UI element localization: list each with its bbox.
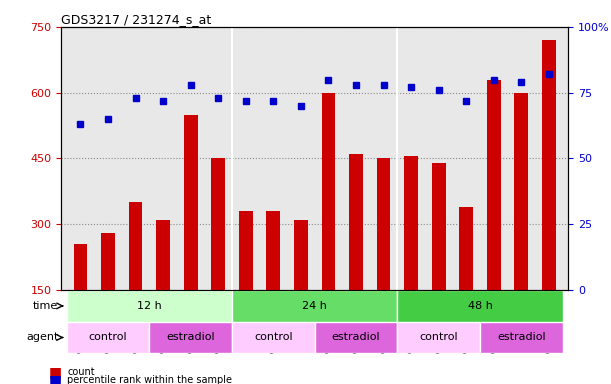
FancyBboxPatch shape	[480, 322, 563, 353]
Text: ■: ■	[49, 373, 62, 384]
Text: control: control	[419, 333, 458, 343]
Bar	[294, 220, 308, 356]
Bar	[211, 159, 225, 356]
FancyBboxPatch shape	[149, 322, 232, 353]
Text: control: control	[254, 333, 293, 343]
FancyBboxPatch shape	[397, 322, 480, 353]
FancyBboxPatch shape	[232, 322, 315, 353]
FancyBboxPatch shape	[232, 290, 397, 322]
Text: estradiol: estradiol	[166, 333, 215, 343]
FancyBboxPatch shape	[315, 322, 397, 353]
Bar	[349, 154, 363, 356]
Bar	[404, 156, 418, 356]
Bar	[129, 202, 142, 356]
Bar	[184, 114, 197, 356]
Bar	[459, 207, 473, 356]
Bar	[376, 159, 390, 356]
Bar	[239, 211, 253, 356]
Bar	[542, 40, 556, 356]
Bar	[487, 79, 500, 356]
Bar	[266, 211, 280, 356]
Text: 12 h: 12 h	[137, 301, 162, 311]
Text: agent: agent	[26, 333, 58, 343]
Text: estradiol: estradiol	[497, 333, 546, 343]
Text: 48 h: 48 h	[467, 301, 492, 311]
Text: ■: ■	[49, 366, 62, 379]
Text: percentile rank within the sample: percentile rank within the sample	[67, 375, 232, 384]
Text: GDS3217 / 231274_s_at: GDS3217 / 231274_s_at	[61, 13, 211, 26]
Bar	[101, 233, 115, 356]
Bar	[321, 93, 335, 356]
Text: estradiol: estradiol	[332, 333, 380, 343]
Text: time: time	[33, 301, 58, 311]
Text: control: control	[89, 333, 127, 343]
Text: count: count	[67, 367, 95, 377]
Bar	[514, 93, 529, 356]
Bar	[432, 163, 445, 356]
FancyBboxPatch shape	[397, 290, 563, 322]
FancyBboxPatch shape	[67, 290, 232, 322]
Bar	[73, 244, 87, 356]
FancyBboxPatch shape	[67, 322, 149, 353]
Text: 24 h: 24 h	[302, 301, 327, 311]
Bar	[156, 220, 170, 356]
